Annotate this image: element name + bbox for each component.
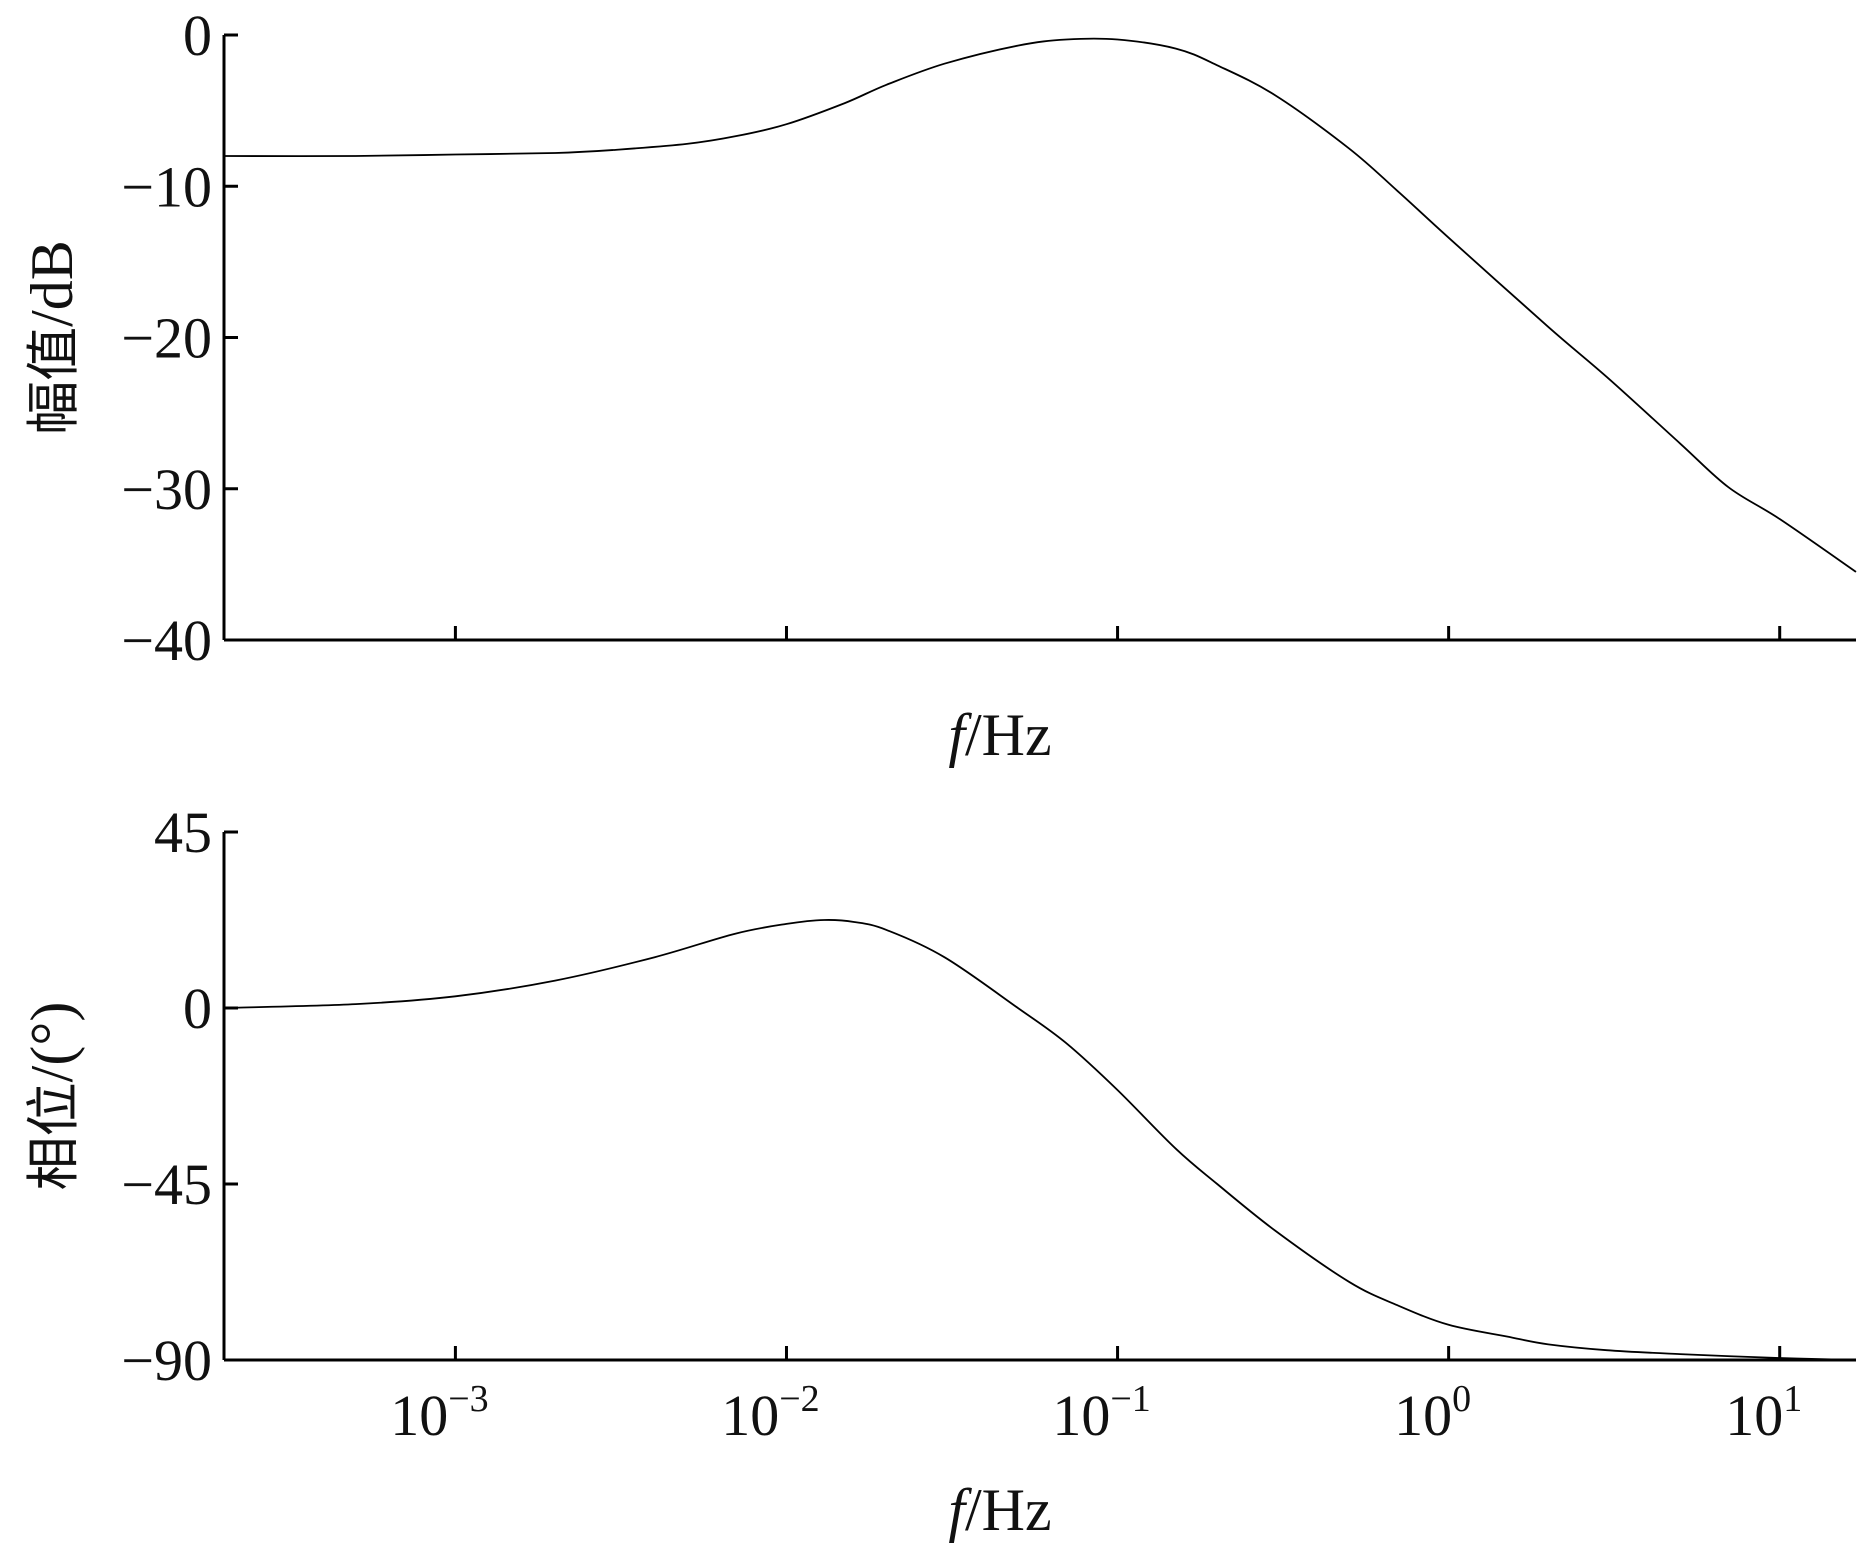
- y-tick-label: 45: [154, 800, 212, 865]
- x-tick-label: 10−3: [390, 1378, 488, 1448]
- phase-curve: [223, 919, 1857, 1361]
- x-tick-label: 10−1: [1052, 1378, 1150, 1448]
- y-tick-label: −45: [121, 1152, 212, 1217]
- phase-panel: 45 0 −45 −90 10−3 10−2 10−1 100 101 f/Hz 相位/(°): [19, 800, 1857, 1543]
- y-tick-label: −20: [121, 306, 212, 371]
- y-axis-title: 相位/(°): [19, 1002, 85, 1191]
- y-tick-label: 0: [183, 3, 212, 68]
- magnitude-curve: [223, 37, 1857, 573]
- x-axis-title: f/Hz: [948, 702, 1051, 768]
- x-tick-label: 100: [1394, 1378, 1471, 1448]
- y-axis-title: 幅值/dB: [19, 240, 85, 435]
- y-tick-label: −40: [121, 608, 212, 673]
- y-tick-label: −90: [121, 1328, 212, 1393]
- magnitude-panel: 0 −10 −20 −30 −40 f/Hz 幅值/dB: [19, 3, 1857, 768]
- x-axis-title: f/Hz: [948, 1477, 1051, 1543]
- x-tick-label: 101: [1725, 1378, 1802, 1448]
- y-tick-label: −10: [121, 154, 212, 219]
- x-tick-label: 10−2: [721, 1378, 819, 1448]
- y-tick-label: 0: [183, 976, 212, 1041]
- y-tick-label: −30: [121, 457, 212, 522]
